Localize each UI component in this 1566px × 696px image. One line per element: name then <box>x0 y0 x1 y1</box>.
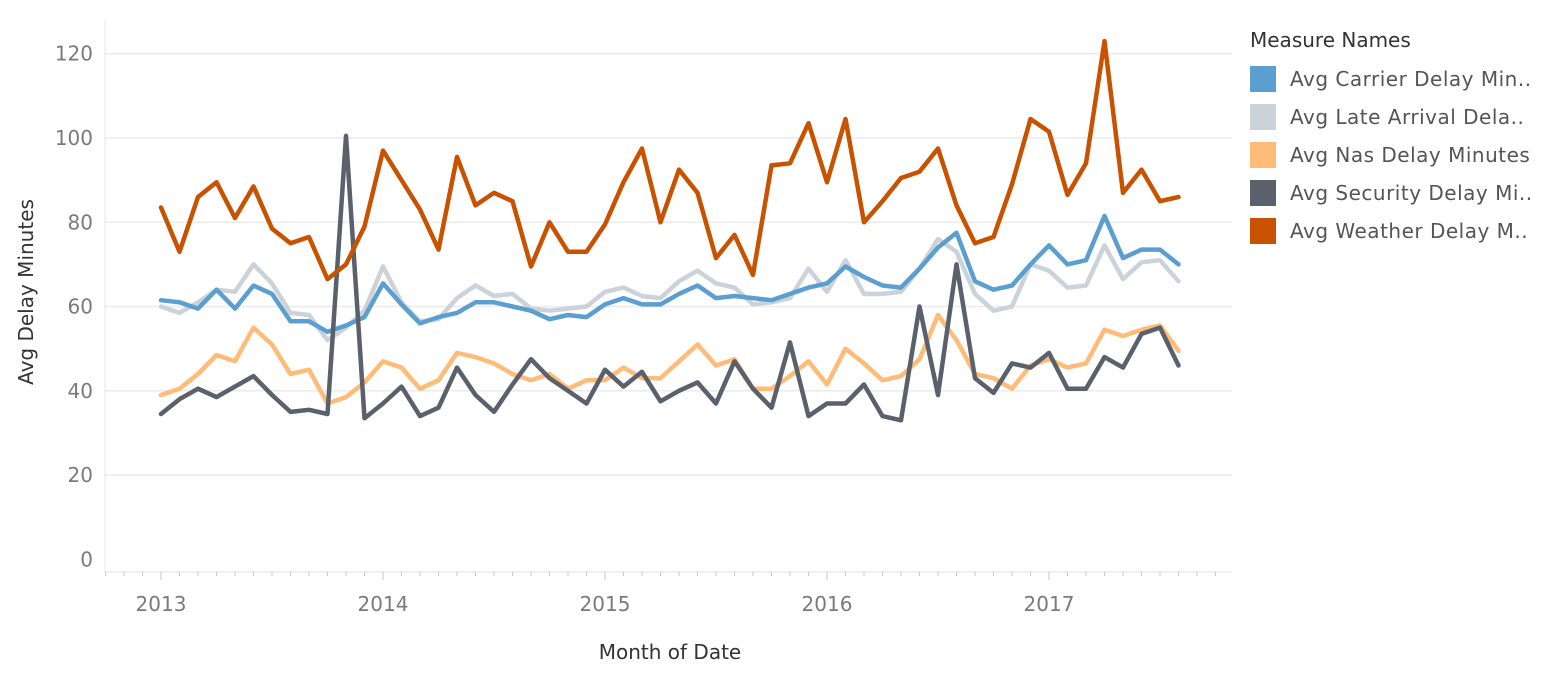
series-line <box>158 38 1181 282</box>
y-tick-label: 20 <box>68 463 93 487</box>
y-tick-label: 0 <box>80 547 93 571</box>
legend-label: Avg Weather Delay M.. <box>1290 219 1529 243</box>
legend-label: Avg Nas Delay Minutes <box>1290 143 1531 167</box>
series-lines <box>158 38 1181 423</box>
legend-items: Avg Carrier Delay Min.. Avg Late Arrival … <box>1250 60 1550 250</box>
axis-lines <box>104 20 1232 573</box>
series-line <box>158 312 1181 406</box>
legend-swatch <box>1250 142 1276 168</box>
series-line <box>158 133 1181 423</box>
x-tick-label: 2016 <box>802 592 853 616</box>
legend-swatch <box>1250 218 1276 244</box>
legend-swatch <box>1250 104 1276 130</box>
legend-item[interactable]: Avg Late Arrival Dela.. <box>1250 98 1550 136</box>
gridlines <box>105 52 1232 476</box>
x-tick-label: 2014 <box>358 592 409 616</box>
x-axis-title: Month of Date <box>599 640 741 664</box>
legend-label: Avg Carrier Delay Min.. <box>1290 67 1532 91</box>
x-axis-ticks: 2013 2014 2015 2016 2017 <box>105 572 1216 616</box>
y-axis-ticks: 0 20 40 60 80 100 120 <box>55 42 93 572</box>
y-tick-label: 80 <box>68 210 93 234</box>
legend-swatch <box>1250 66 1276 92</box>
y-axis-title: Avg Delay Minutes <box>14 199 38 385</box>
y-tick-label: 60 <box>68 295 93 319</box>
legend-label: Avg Security Delay Mi.. <box>1290 181 1533 205</box>
legend: Measure Names Avg Carrier Delay Min.. Avg… <box>1250 28 1550 250</box>
legend-swatch <box>1250 180 1276 206</box>
y-tick-label: 120 <box>55 42 93 66</box>
y-tick-label: 40 <box>68 379 93 403</box>
x-tick-label: 2015 <box>580 592 631 616</box>
legend-item[interactable]: Avg Security Delay Mi.. <box>1250 174 1550 212</box>
legend-item[interactable]: Avg Nas Delay Minutes <box>1250 136 1550 174</box>
x-tick-label: 2017 <box>1024 592 1075 616</box>
legend-item[interactable]: Avg Weather Delay M.. <box>1250 212 1550 250</box>
x-tick-label: 2013 <box>136 592 187 616</box>
y-tick-label: 100 <box>55 126 93 150</box>
legend-title: Measure Names <box>1250 28 1411 52</box>
legend-item[interactable]: Avg Carrier Delay Min.. <box>1250 60 1550 98</box>
legend-label: Avg Late Arrival Dela.. <box>1290 105 1525 129</box>
series-line <box>158 213 1181 335</box>
